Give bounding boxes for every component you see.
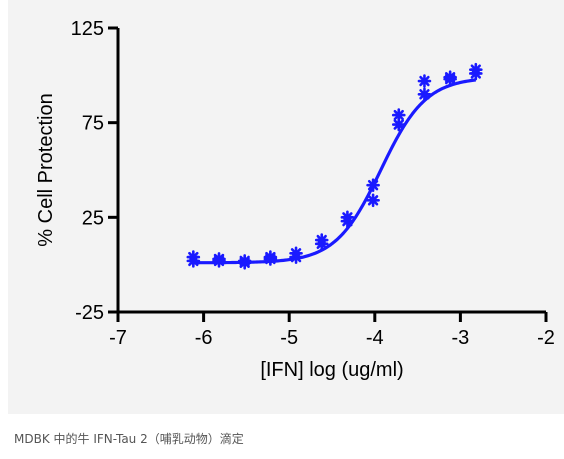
data-point — [366, 178, 380, 192]
asterisk-stroke — [367, 179, 379, 191]
fit-curve — [193, 78, 477, 265]
asterisk-stroke — [213, 253, 225, 265]
asterisk-stroke — [290, 248, 302, 259]
y-tick-label: 25 — [82, 207, 104, 229]
asterisk-stroke — [239, 255, 250, 267]
asterisk-stroke — [393, 109, 404, 121]
data-point — [417, 74, 432, 88]
asterisk-stroke — [367, 195, 379, 206]
data-point — [186, 250, 201, 264]
y-tick-label: 75 — [82, 113, 104, 135]
data-point — [366, 193, 380, 208]
data-point — [340, 210, 355, 225]
asterisk-stroke — [444, 72, 456, 83]
chart-axes — [108, 26, 548, 322]
dose-response-chart: -7 -6 -5 -4 -3 -2 -25 25 75 125 [IFN] log (ug/ml)%… — [35, 18, 555, 381]
asterisk-stroke — [342, 212, 353, 223]
data-point — [391, 108, 406, 122]
asterisk-stroke — [188, 251, 199, 263]
data-points-group — [186, 62, 483, 270]
x-tick-label: -6 — [195, 327, 213, 349]
asterisk-stroke — [419, 75, 430, 87]
data-point — [289, 246, 303, 261]
x-tick-label: -2 — [537, 327, 555, 349]
data-point — [417, 87, 432, 102]
x-tick-label: -5 — [280, 327, 298, 349]
y-tick-label: 125 — [71, 18, 104, 40]
asterisk-stroke — [393, 119, 404, 130]
data-point — [469, 62, 483, 77]
x-axis-title: [IFN] log (ug/ml) — [260, 359, 403, 381]
asterisk-stroke — [419, 89, 430, 100]
x-tick-label: -4 — [366, 327, 384, 349]
data-point — [212, 252, 226, 266]
x-tick-label: -7 — [109, 327, 127, 349]
data-point — [263, 250, 278, 264]
data-point — [443, 70, 457, 85]
data-point — [314, 233, 329, 247]
y-axis-title: % Cell Protection — [35, 93, 57, 246]
chart-labels-group: -7 -6 -5 -4 -3 -2 -25 25 75 125 [IFN] log (ug/ml)%… — [35, 18, 555, 381]
y-tick-label: -25 — [75, 302, 104, 324]
asterisk-stroke — [265, 251, 276, 263]
asterisk-stroke — [470, 64, 481, 75]
fit-curve-group — [193, 78, 477, 265]
figure-caption: MDBK 中的牛 IFN-Tau 2（哺乳动物）滴定 — [14, 432, 244, 446]
figure-panel: -7 -6 -5 -4 -3 -2 -25 25 75 125 [IFN] log (ug/ml)%… — [8, 0, 564, 414]
data-point — [237, 254, 252, 268]
asterisk-stroke — [316, 234, 327, 246]
x-tick-label: -3 — [452, 327, 470, 349]
